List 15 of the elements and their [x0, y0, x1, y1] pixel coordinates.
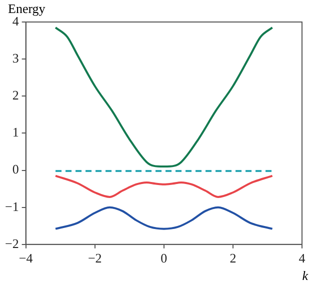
x-axis-title: k	[302, 268, 308, 284]
x-tick-label: 2	[230, 250, 236, 266]
y-tick-label: −2	[4, 236, 19, 251]
line-series	[54, 174, 274, 198]
y-tick-label: 0	[12, 162, 19, 177]
line-series	[54, 206, 274, 230]
line-series	[54, 26, 274, 168]
y-tick-label: −1	[4, 198, 19, 214]
x-tick-label: 0	[160, 250, 168, 266]
x-tick-label: −2	[88, 250, 102, 266]
y-tick-label: 1	[12, 124, 19, 140]
x-tick-label: 4	[298, 250, 306, 266]
y-tick-label: 3	[12, 50, 19, 66]
y-tick-label: 2	[12, 88, 19, 103]
x-tick-label: −4	[18, 250, 34, 266]
